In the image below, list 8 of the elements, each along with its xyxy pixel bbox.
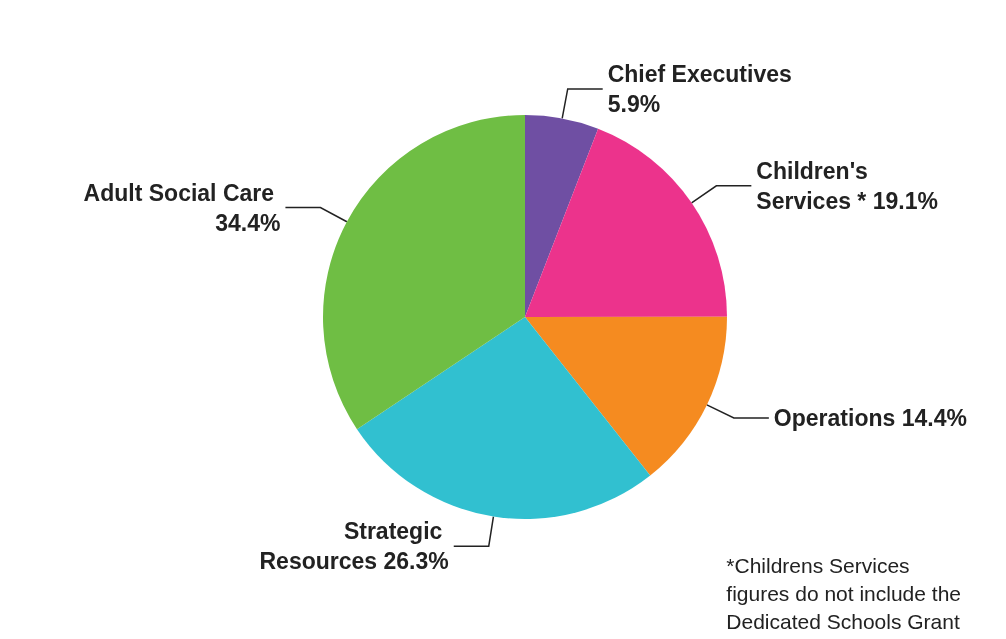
text: *Childrens Services figures do not include the Dedicated Schools Grant (726, 553, 962, 633)
data-label: 5.9% (607, 90, 661, 117)
slice-label: Children's Services * 19.1% (756, 157, 938, 214)
slice-label: Adult Social Care (83, 179, 281, 206)
slice-label: Operations 14.4% (773, 404, 967, 431)
slice-label: Strategic Resources 26.3% (259, 518, 449, 575)
slice-label: Chief Executives (607, 60, 799, 87)
data-label: 34.4% (215, 209, 281, 236)
